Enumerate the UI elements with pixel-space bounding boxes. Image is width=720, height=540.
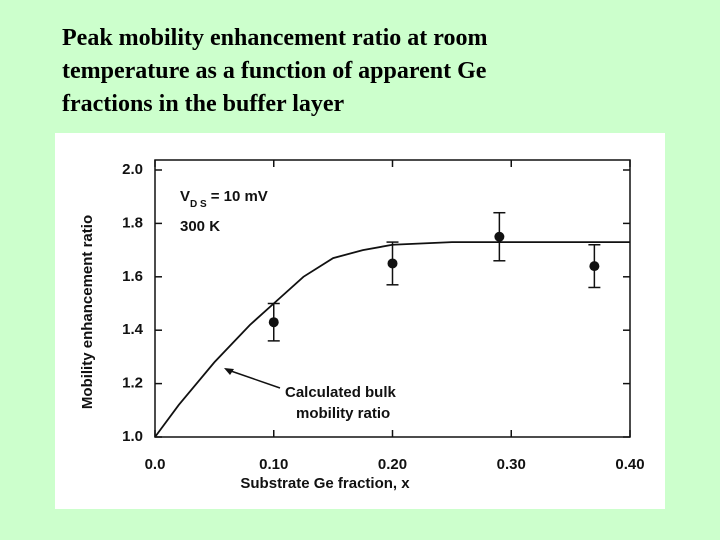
y-tick-label: 1.8 xyxy=(122,214,143,231)
x-axis-label: Substrate Ge fraction, x xyxy=(240,475,410,492)
x-tick-label: 0.40 xyxy=(615,456,644,473)
y-tick-label: 1.2 xyxy=(122,375,143,392)
curve-annotation: Calculated bulk xyxy=(285,384,397,401)
data-point xyxy=(387,258,398,269)
title-line: Peak mobility enhancement ratio at room xyxy=(62,25,488,51)
curve-annotation: mobility ratio xyxy=(296,405,390,422)
condition-label: VD S = 10 mV xyxy=(180,188,268,210)
calculated-curve xyxy=(154,241,630,438)
slide-title: Peak mobility enhancement ratio at room … xyxy=(62,22,488,121)
data-point xyxy=(589,261,600,272)
title-line: temperature as a function of apparent Ge xyxy=(62,58,487,84)
arrow-head xyxy=(224,368,234,375)
y-tick-label: 1.0 xyxy=(122,428,143,445)
data-point xyxy=(494,231,505,242)
condition-sub: D S xyxy=(190,199,207,210)
y-axis-label: Mobility enhancement ratio xyxy=(79,215,96,409)
chart-panel xyxy=(55,133,665,509)
x-tick-label: 0.0 xyxy=(145,456,166,473)
condition-main: V xyxy=(180,188,190,205)
x-tick-label: 0.30 xyxy=(497,456,526,473)
title-line: fractions in the buffer layer xyxy=(62,91,345,117)
x-tick-label: 0.10 xyxy=(259,456,288,473)
condition-rest: = 10 mV xyxy=(211,188,268,205)
annotation-arrow xyxy=(227,369,281,389)
data-point xyxy=(268,317,279,328)
y-tick-label: 2.0 xyxy=(122,161,143,178)
y-tick-label: 1.6 xyxy=(122,268,143,285)
temperature-label: 300 K xyxy=(180,218,220,235)
y-tick-label: 1.4 xyxy=(122,321,144,338)
x-tick-label: 0.20 xyxy=(378,456,407,473)
